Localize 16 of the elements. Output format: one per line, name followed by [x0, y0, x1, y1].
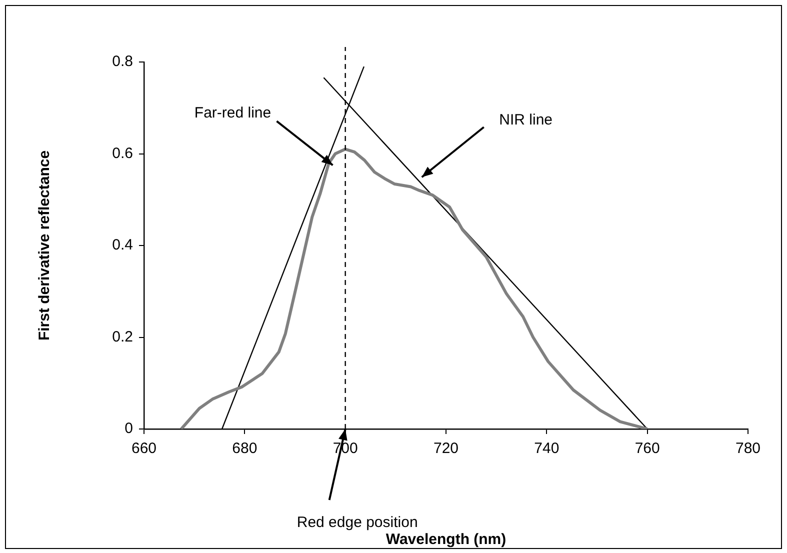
- annotation: Far-red line: [194, 104, 272, 122]
- x-tick-label: 760: [634, 440, 660, 458]
- y-tick-label: 0.6: [112, 144, 133, 162]
- x-tick-label: 660: [131, 440, 157, 458]
- x-tick-label: 740: [534, 440, 560, 458]
- x-axis-title: Wavelength (nm): [386, 531, 506, 548]
- y-tick-label: 0.8: [112, 53, 133, 70]
- x-tick-label: 780: [735, 440, 761, 458]
- y-tick-label: 0: [124, 420, 133, 438]
- x-tick-label: 720: [433, 440, 459, 458]
- y-axis-title: First derivative reflectance: [36, 150, 54, 341]
- y-tick-label: 0.4: [112, 236, 133, 254]
- annotation: NIR line: [499, 111, 553, 128]
- annotation: Red edge position: [296, 514, 418, 532]
- x-tick-label: 680: [232, 440, 258, 458]
- y-tick-label: 0.2: [112, 328, 133, 346]
